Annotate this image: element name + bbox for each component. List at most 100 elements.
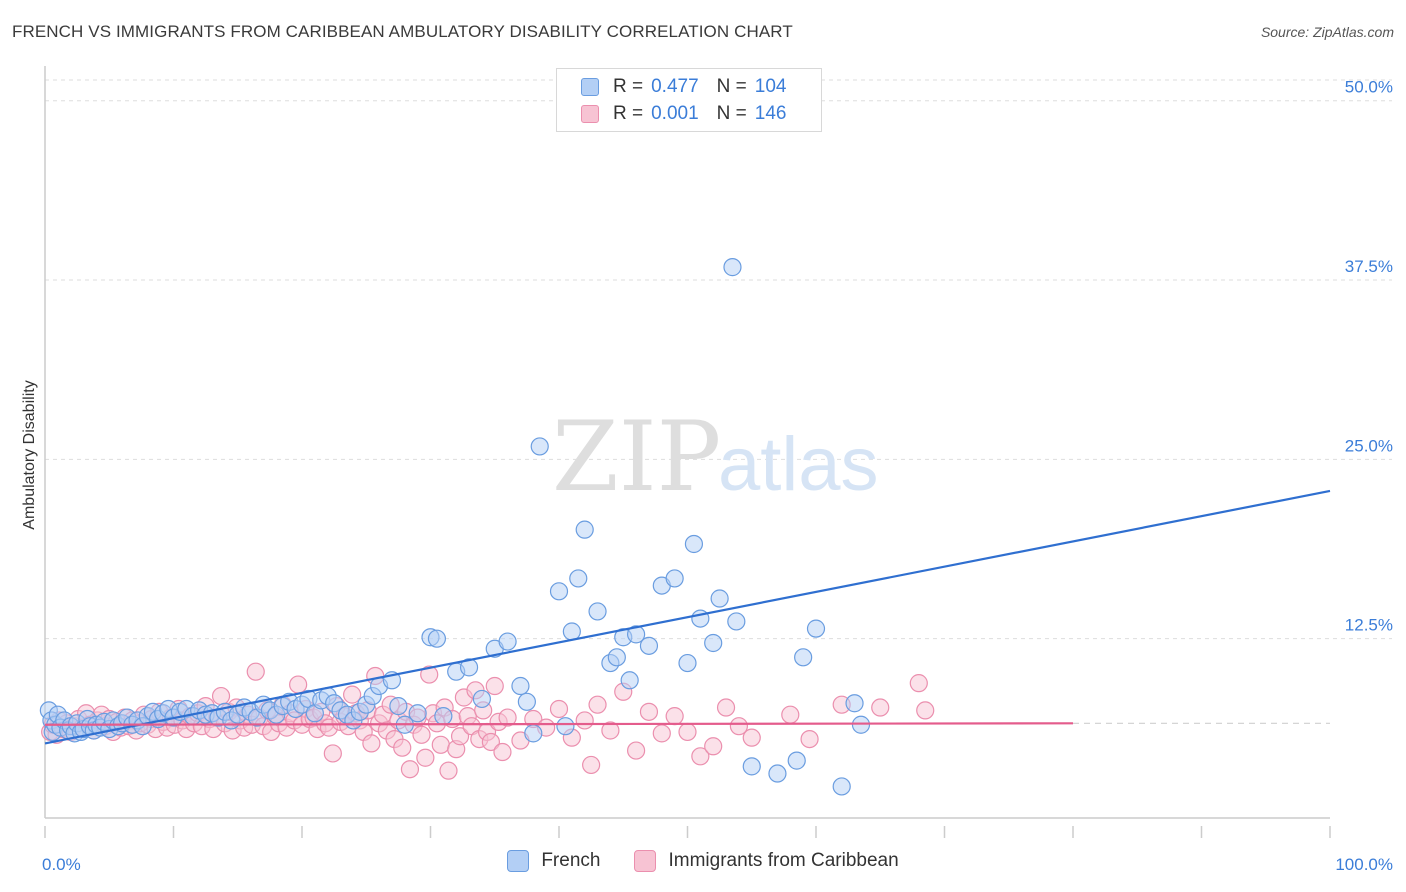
caribbean-point [323,744,342,763]
french-point [684,534,704,554]
caribbean-point [431,735,450,754]
n-value: 146 [754,103,787,124]
caribbean-point [716,698,736,717]
caribbean-point [800,729,819,749]
r-label: R = [613,103,644,124]
caribbean-point [450,727,470,746]
french-point [472,689,491,709]
caribbean-point [691,747,710,766]
caribbean-point [742,728,761,747]
french-point [787,751,806,770]
caribbean-point [652,724,671,743]
french-point [832,777,851,796]
french-point [794,648,813,667]
caribbean-swatch [581,105,599,123]
french-point [549,582,569,601]
french-point [511,676,530,696]
french-point [710,589,729,608]
caribbean-point [393,738,412,757]
french-point [569,569,588,588]
caribbean-point [588,695,607,714]
french-point [530,437,549,456]
chart-source: Source: ZipAtlas.com [1260,24,1394,40]
y-tick-label: 37.5% [1345,257,1393,276]
x-tick-label: 0.0% [42,855,81,874]
french-point [389,696,408,716]
french-point [678,653,697,673]
caribbean-point [211,686,231,706]
caribbean-trend-line [44,722,1074,726]
french-point [851,715,871,734]
stats-box: R = 0.477 N = 104 R = 0.001 N = 146 [556,68,822,132]
caribbean-point [493,742,512,762]
french-point [742,757,761,776]
y-tick-label: 50.0% [1345,78,1393,97]
caribbean-legend-swatch [634,850,657,872]
stats-row-french: R = 0.477 N = 104 [581,74,786,100]
french-point [427,629,447,648]
french-point [498,632,517,651]
r-value: 0.477 [651,76,699,97]
stats-row-caribbean: R = 0.001 N = 146 [581,101,786,127]
caribbean-point [916,701,935,720]
caribbean-point [439,761,458,780]
caribbean-point [704,737,723,756]
caribbean-point [481,732,500,752]
caribbean-point [626,741,646,760]
french-point [562,622,581,641]
french-swatch [581,78,599,96]
french-point [434,707,453,726]
r-label: R = [613,76,644,97]
french-point [588,602,607,621]
french-point [556,717,575,736]
legend-label: Immigrants from Caribbean [668,850,899,871]
caribbean-point [420,665,439,684]
french-point [723,258,742,277]
caribbean-point [412,725,431,744]
caribbean-point [665,707,684,726]
r-value: 0.001 [651,103,699,124]
caribbean-point [549,699,569,719]
caribbean-point [400,760,420,779]
french-point [620,671,639,690]
french-trend-line [44,489,1331,745]
x-tick-labels: 0.0% 100.0% [42,855,1393,874]
caribbean-point [498,708,517,727]
legend-item-caribbean[interactable]: Immigrants from Caribbean [634,850,899,872]
caribbean-point [416,748,435,767]
french-point [459,658,479,677]
caribbean-point [601,721,620,740]
french-point [704,633,723,653]
y-tick-label: 25.0% [1345,436,1393,455]
caribbean-point [575,711,594,730]
caribbean-point [678,722,697,742]
french-point [575,520,594,539]
caribbean-point [362,734,381,753]
french-legend-swatch [507,850,530,872]
watermark: ZIP atlas [552,401,879,513]
french-point [408,704,427,723]
caribbean-point [485,676,504,696]
legend-item-french[interactable]: French [507,850,600,872]
caribbean-point [246,662,265,681]
x-tick-label: 100.0% [1335,855,1393,874]
french-point [524,724,543,743]
french-point [517,692,536,711]
caribbean-point [871,698,890,717]
n-value: 104 [754,76,787,97]
french-point [768,764,787,783]
n-label: N = [716,76,747,97]
french-point [845,694,864,713]
watermark-atlas: atlas [718,422,879,507]
grid-lines [45,79,1392,640]
watermark-zip: ZIP [552,401,721,513]
french-point [607,648,626,667]
caribbean-point [729,717,749,736]
caribbean-point [343,685,362,704]
caribbean-point [639,702,659,721]
n-label: N = [716,103,747,124]
chart-title: FRENCH VS IMMIGRANTS FROM CARIBBEAN AMBU… [12,22,793,41]
caribbean-point [909,674,928,693]
axes [44,66,1331,838]
